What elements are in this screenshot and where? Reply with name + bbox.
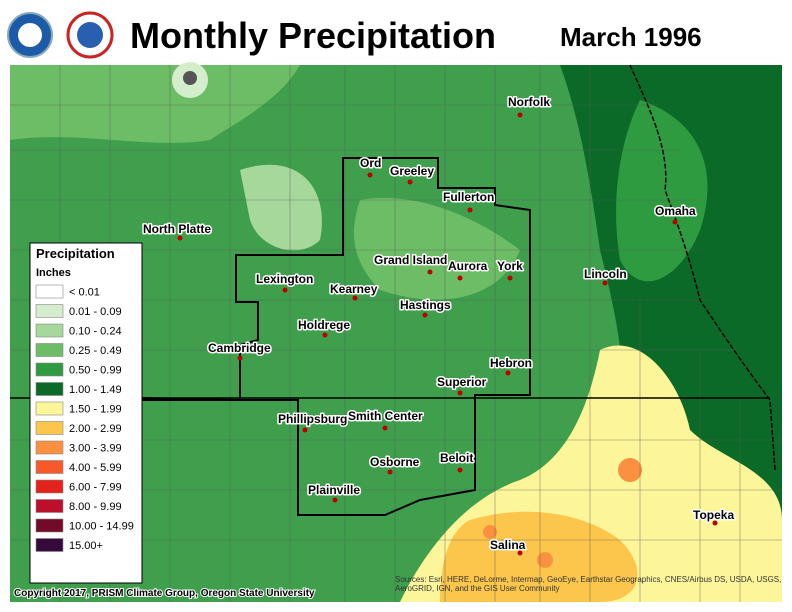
legend-swatch	[35, 323, 64, 338]
legend-label: 15.00+	[69, 540, 103, 552]
legend-label: 2.00 - 2.99	[69, 423, 122, 435]
city-dot	[672, 219, 678, 225]
city-label: Hastings	[400, 298, 451, 312]
legend-label: 0.50 - 0.99	[69, 365, 122, 377]
city-label: Phillipsburg	[278, 412, 347, 426]
city-label: York	[497, 259, 523, 273]
city-label: Superior	[437, 375, 487, 389]
date: March 1996	[560, 22, 702, 52]
city-dot	[507, 275, 513, 281]
city-dot	[457, 275, 463, 281]
legend-swatch	[35, 440, 64, 455]
city-label: Omaha	[655, 204, 696, 218]
legend-label: 1.00 - 1.49	[69, 384, 122, 396]
city-label: Smith Center	[348, 409, 423, 423]
city-dot	[427, 269, 433, 275]
city-label: Grand Island	[374, 253, 447, 267]
city-dot	[505, 370, 511, 376]
city-label: Plainville	[308, 483, 360, 497]
city-dot	[177, 235, 183, 241]
city-dot	[332, 497, 338, 503]
logos	[7, 11, 114, 59]
legend-label: 0.10 - 0.24	[69, 326, 122, 338]
legend-label: 6.00 - 7.99	[69, 482, 122, 494]
legend-swatch	[35, 284, 64, 299]
legend-units: Inches	[36, 267, 71, 279]
city-dot	[322, 332, 328, 338]
legend-label: 0.01 - 0.09	[69, 306, 122, 318]
legend-swatch	[35, 460, 64, 474]
legend-label: < 0.01	[69, 287, 100, 299]
legend-label: 4.00 - 5.99	[69, 462, 122, 474]
city-label: Lexington	[256, 272, 313, 286]
legend-swatch	[35, 499, 64, 513]
city-label: North Platte	[143, 222, 211, 236]
city-label: Salina	[490, 538, 526, 552]
city-dot	[602, 280, 608, 286]
legend-label: 10.00 - 14.99	[69, 521, 134, 533]
city-dot	[237, 355, 243, 361]
city-dot	[712, 520, 718, 526]
legend-swatch	[35, 518, 64, 533]
legend: Precipitation Inches < 0.01 0.01 - 0.09 0.…	[29, 242, 143, 584]
city-dot	[467, 207, 473, 213]
city-label: Beloit	[440, 451, 473, 465]
legend-label: 3.00 - 3.99	[69, 443, 122, 455]
legend-swatch	[35, 479, 64, 494]
legend-swatch	[35, 538, 64, 552]
legend-swatch	[35, 401, 64, 416]
legend-items: < 0.01 0.01 - 0.09 0.10 - 0.24 0.25 - 0.49 0…	[35, 284, 134, 552]
city-label: Cambridge	[208, 341, 271, 355]
legend-swatch	[35, 421, 64, 435]
legend-swatch	[35, 304, 64, 318]
legend-swatch	[35, 382, 64, 396]
city-label: Kearney	[330, 282, 378, 296]
legend-label: 0.25 - 0.49	[69, 345, 122, 357]
city-dot	[352, 295, 358, 301]
city-dot	[457, 467, 463, 473]
city-dot	[367, 172, 373, 178]
city-label: Osborne	[370, 455, 420, 469]
city-label: Hebron	[490, 356, 532, 370]
cities: Norfolk Ord Greeley Fullerton North Platte Om…	[142, 94, 736, 556]
city-label: Ord	[360, 156, 381, 170]
title: Monthly Precipitation	[130, 15, 496, 56]
copyright: Copyright 2017, PRISM Climate Group, Ore…	[14, 588, 315, 599]
legend-swatch	[35, 362, 64, 377]
legend-label: 1.50 - 1.99	[69, 404, 122, 416]
city-dot	[302, 427, 308, 433]
city-dot	[422, 312, 428, 318]
city-dot	[382, 425, 388, 431]
city-dot	[517, 112, 523, 118]
attribution: Sources: Esri, HERE, DeLorme, Intermap, …	[395, 575, 782, 593]
city-dot	[387, 469, 393, 475]
city-dot	[282, 287, 288, 293]
legend-swatch	[35, 343, 64, 357]
city-dot	[407, 179, 413, 185]
city-label: Fullerton	[443, 190, 494, 204]
city-label: Norfolk	[508, 95, 550, 109]
legend-title: Precipitation	[36, 246, 115, 261]
city-label: Greeley	[390, 164, 434, 178]
attribution-box: Sources: Esri, HERE, DeLorme, Intermap, …	[395, 575, 782, 593]
city-label: Topeka	[693, 508, 734, 522]
legend-label: 8.00 - 9.99	[69, 501, 122, 513]
city-label: Lincoln	[584, 267, 627, 281]
city-label: Aurora	[448, 259, 488, 273]
city-label: Holdrege	[298, 318, 350, 332]
city-dot	[517, 550, 523, 556]
city-dot	[457, 390, 463, 396]
